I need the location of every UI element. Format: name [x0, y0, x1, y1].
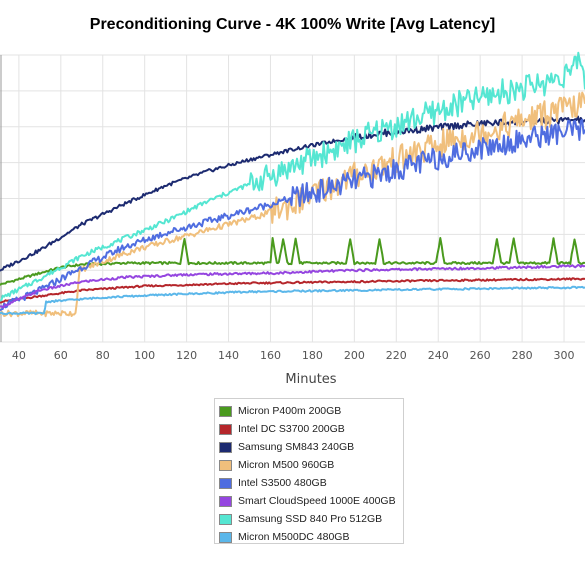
- x-tick-labels: 40 60 80 100 120 140 160 180 200 220 240 260 280 300: [12, 349, 575, 362]
- legend-item[interactable]: Intel S3500 480GB: [219, 474, 403, 492]
- chart-title: Preconditioning Curve - 4K 100% Write [A…: [89, 16, 496, 33]
- legend: Micron P400m 200GB Intel DC S3700 200GB Sa…: [214, 398, 404, 544]
- legend-label: Samsung SSD 840 Pro 512GB: [238, 513, 383, 525]
- series-line-7: [0, 51, 585, 302]
- x-tick-label: 280: [512, 349, 533, 362]
- legend-item[interactable]: Smart CloudSpeed 1000E 400GB: [219, 492, 403, 510]
- x-tick-label: 180: [302, 349, 323, 362]
- legend-item[interactable]: Micron P400m 200GB: [219, 402, 403, 420]
- legend-swatch: [219, 531, 232, 543]
- x-tick-label: 140: [218, 349, 239, 362]
- legend-label: Micron M500 960GB: [238, 459, 335, 471]
- series-layer: [0, 51, 585, 318]
- series-line-6: [0, 264, 585, 309]
- x-tick-label: 120: [176, 349, 197, 362]
- legend-swatch: [219, 441, 232, 453]
- series-line-5: [0, 118, 585, 312]
- legend-label: Intel DC S3700 200GB: [238, 423, 345, 435]
- legend-label: Smart CloudSpeed 1000E 400GB: [238, 495, 396, 507]
- legend-label: Micron M500DC 480GB: [238, 531, 350, 543]
- x-tick-label: 160: [260, 349, 281, 362]
- series-line-3: [0, 115, 585, 272]
- legend-item[interactable]: Micron M500 960GB: [219, 456, 403, 474]
- series-line-8: [0, 285, 585, 316]
- x-tick-label: 260: [470, 349, 491, 362]
- series-line-1: [0, 237, 585, 286]
- x-tick-label: 100: [134, 349, 155, 362]
- x-axis-title: Minutes: [285, 372, 336, 387]
- legend-item[interactable]: Samsung SM843 240GB: [219, 438, 403, 456]
- legend-label: Intel S3500 480GB: [238, 477, 327, 489]
- legend-swatch: [219, 405, 232, 417]
- legend-swatch: [219, 459, 232, 471]
- legend-swatch: [219, 423, 232, 435]
- legend-swatch: [219, 477, 232, 489]
- x-tick-label: 80: [96, 349, 110, 362]
- legend-item[interactable]: Intel DC S3700 200GB: [219, 420, 403, 438]
- x-tick-label: 40: [12, 349, 26, 362]
- legend-item[interactable]: Samsung SSD 840 Pro 512GB: [219, 510, 403, 528]
- series-line-4: [0, 91, 585, 318]
- x-tick-label: 220: [386, 349, 407, 362]
- legend-swatch: [219, 513, 232, 525]
- x-tick-label: 240: [428, 349, 449, 362]
- series-line-2: [0, 277, 585, 304]
- x-tick-label: 300: [554, 349, 575, 362]
- x-tick-label: 200: [344, 349, 365, 362]
- legend-item[interactable]: Micron M500DC 480GB: [219, 528, 403, 546]
- legend-swatch: [219, 495, 232, 507]
- legend-label: Micron P400m 200GB: [238, 405, 342, 417]
- x-tick-label: 60: [54, 349, 68, 362]
- legend-label: Samsung SM843 240GB: [238, 441, 355, 453]
